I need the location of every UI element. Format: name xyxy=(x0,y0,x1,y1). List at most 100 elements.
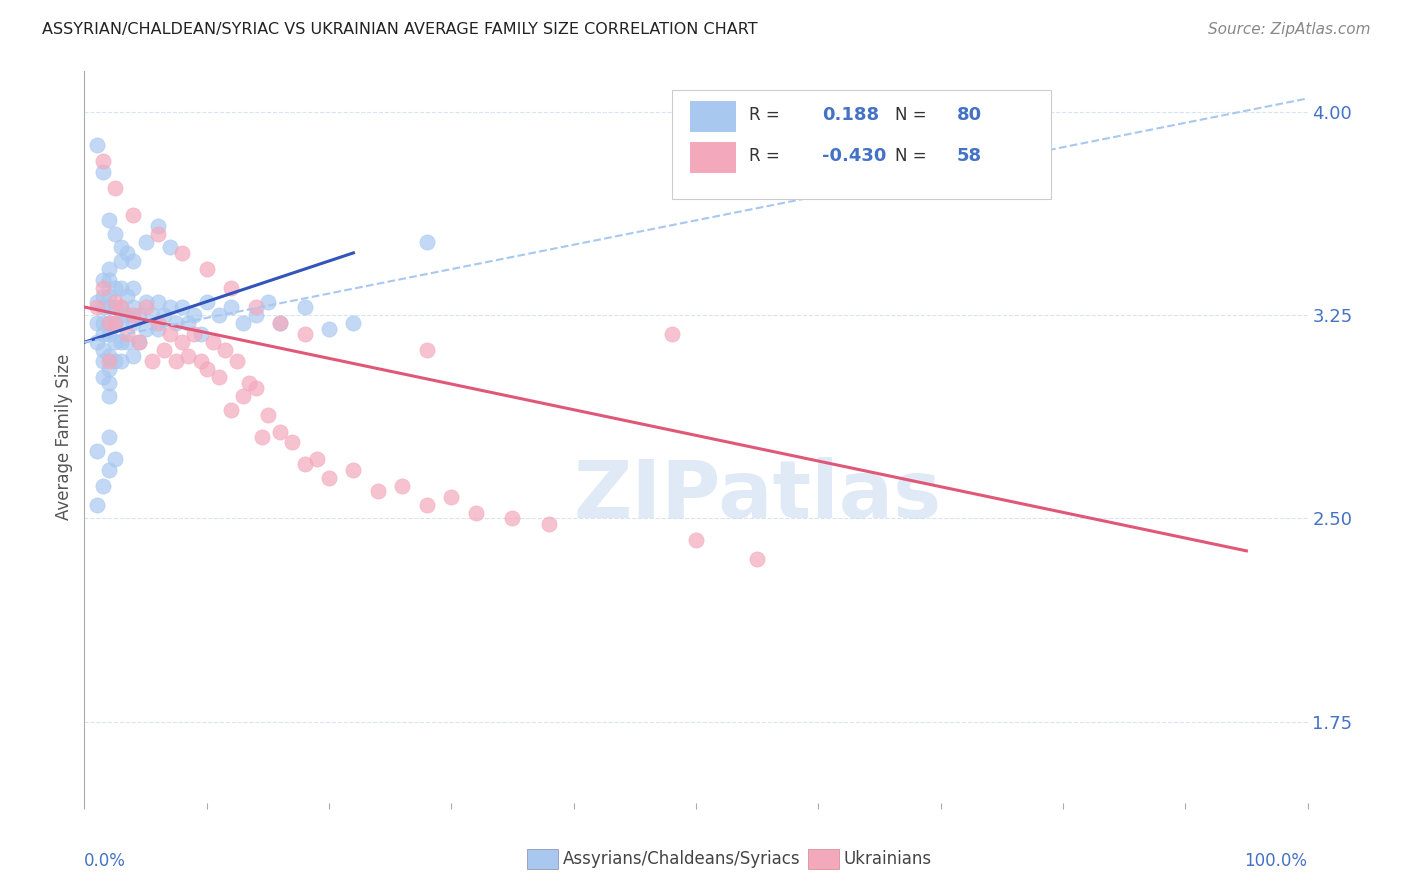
Point xyxy=(165,354,187,368)
Point xyxy=(141,308,163,322)
Point xyxy=(104,227,127,241)
Point xyxy=(110,354,132,368)
Point xyxy=(86,300,108,314)
Point xyxy=(122,349,145,363)
Point xyxy=(135,300,157,314)
Point xyxy=(141,354,163,368)
Text: R =: R = xyxy=(748,147,779,165)
Point xyxy=(110,300,132,314)
Text: Assyrians/Chaldeans/Syriacs: Assyrians/Chaldeans/Syriacs xyxy=(562,850,800,868)
Point xyxy=(97,316,120,330)
Point xyxy=(416,498,439,512)
Point xyxy=(538,516,561,531)
Point xyxy=(91,343,114,358)
Point xyxy=(269,316,291,330)
Point xyxy=(91,327,114,342)
Point xyxy=(122,300,145,314)
Point xyxy=(91,289,114,303)
Point xyxy=(91,273,114,287)
Point xyxy=(86,498,108,512)
Point xyxy=(219,300,242,314)
Point xyxy=(269,316,291,330)
Point xyxy=(128,335,150,350)
Point xyxy=(219,403,242,417)
Point xyxy=(172,245,194,260)
Point xyxy=(97,389,120,403)
Point xyxy=(122,208,145,222)
Point xyxy=(294,300,316,314)
Point xyxy=(146,316,169,330)
Point xyxy=(104,335,127,350)
Point xyxy=(195,294,218,309)
Point xyxy=(190,327,212,342)
Y-axis label: Average Family Size: Average Family Size xyxy=(55,354,73,520)
Point xyxy=(172,335,194,350)
Point xyxy=(97,327,120,342)
Point xyxy=(115,289,138,303)
Point xyxy=(214,343,236,358)
Point xyxy=(464,506,486,520)
Point xyxy=(104,316,127,330)
Point xyxy=(128,335,150,350)
Point xyxy=(91,354,114,368)
FancyBboxPatch shape xyxy=(690,102,737,132)
Point xyxy=(195,362,218,376)
Text: R =: R = xyxy=(748,106,779,124)
Point xyxy=(86,443,108,458)
Point xyxy=(146,219,169,233)
Point xyxy=(91,164,114,178)
Point xyxy=(502,511,524,525)
Point xyxy=(159,300,181,314)
Point xyxy=(177,349,200,363)
Point xyxy=(416,235,439,249)
Point xyxy=(318,322,340,336)
Point xyxy=(104,294,127,309)
Point xyxy=(104,181,127,195)
Point xyxy=(91,281,114,295)
Point xyxy=(97,262,120,277)
Point xyxy=(245,308,267,322)
Point xyxy=(747,552,769,566)
Point xyxy=(281,435,304,450)
Point xyxy=(146,322,169,336)
Point xyxy=(97,462,120,476)
Text: Ukrainians: Ukrainians xyxy=(844,850,932,868)
Point xyxy=(159,327,181,342)
Point xyxy=(153,308,176,322)
Point xyxy=(661,327,683,342)
Point xyxy=(195,262,218,277)
FancyBboxPatch shape xyxy=(690,143,737,173)
Point xyxy=(122,316,145,330)
Point xyxy=(110,281,132,295)
Point xyxy=(86,137,108,152)
Text: ASSYRIAN/CHALDEAN/SYRIAC VS UKRAINIAN AVERAGE FAMILY SIZE CORRELATION CHART: ASSYRIAN/CHALDEAN/SYRIAC VS UKRAINIAN AV… xyxy=(42,22,758,37)
Point xyxy=(245,300,267,314)
Point xyxy=(91,370,114,384)
Text: -0.430: -0.430 xyxy=(823,147,886,165)
Point xyxy=(159,240,181,254)
Point xyxy=(183,327,205,342)
Point xyxy=(97,300,120,314)
Point xyxy=(153,343,176,358)
FancyBboxPatch shape xyxy=(672,90,1050,200)
Point xyxy=(91,300,114,314)
Point xyxy=(183,308,205,322)
Text: 0.188: 0.188 xyxy=(823,106,879,124)
Point xyxy=(257,409,280,423)
Point xyxy=(416,343,439,358)
Point xyxy=(305,451,328,466)
Point xyxy=(342,316,364,330)
Point xyxy=(172,300,194,314)
Point xyxy=(91,479,114,493)
Point xyxy=(122,254,145,268)
Point xyxy=(208,308,231,322)
Point xyxy=(104,300,127,314)
Point xyxy=(122,281,145,295)
Point xyxy=(367,484,389,499)
Point xyxy=(238,376,260,390)
Point xyxy=(97,362,120,376)
Point xyxy=(104,451,127,466)
Point xyxy=(294,327,316,342)
Point xyxy=(685,533,707,547)
Point xyxy=(257,294,280,309)
